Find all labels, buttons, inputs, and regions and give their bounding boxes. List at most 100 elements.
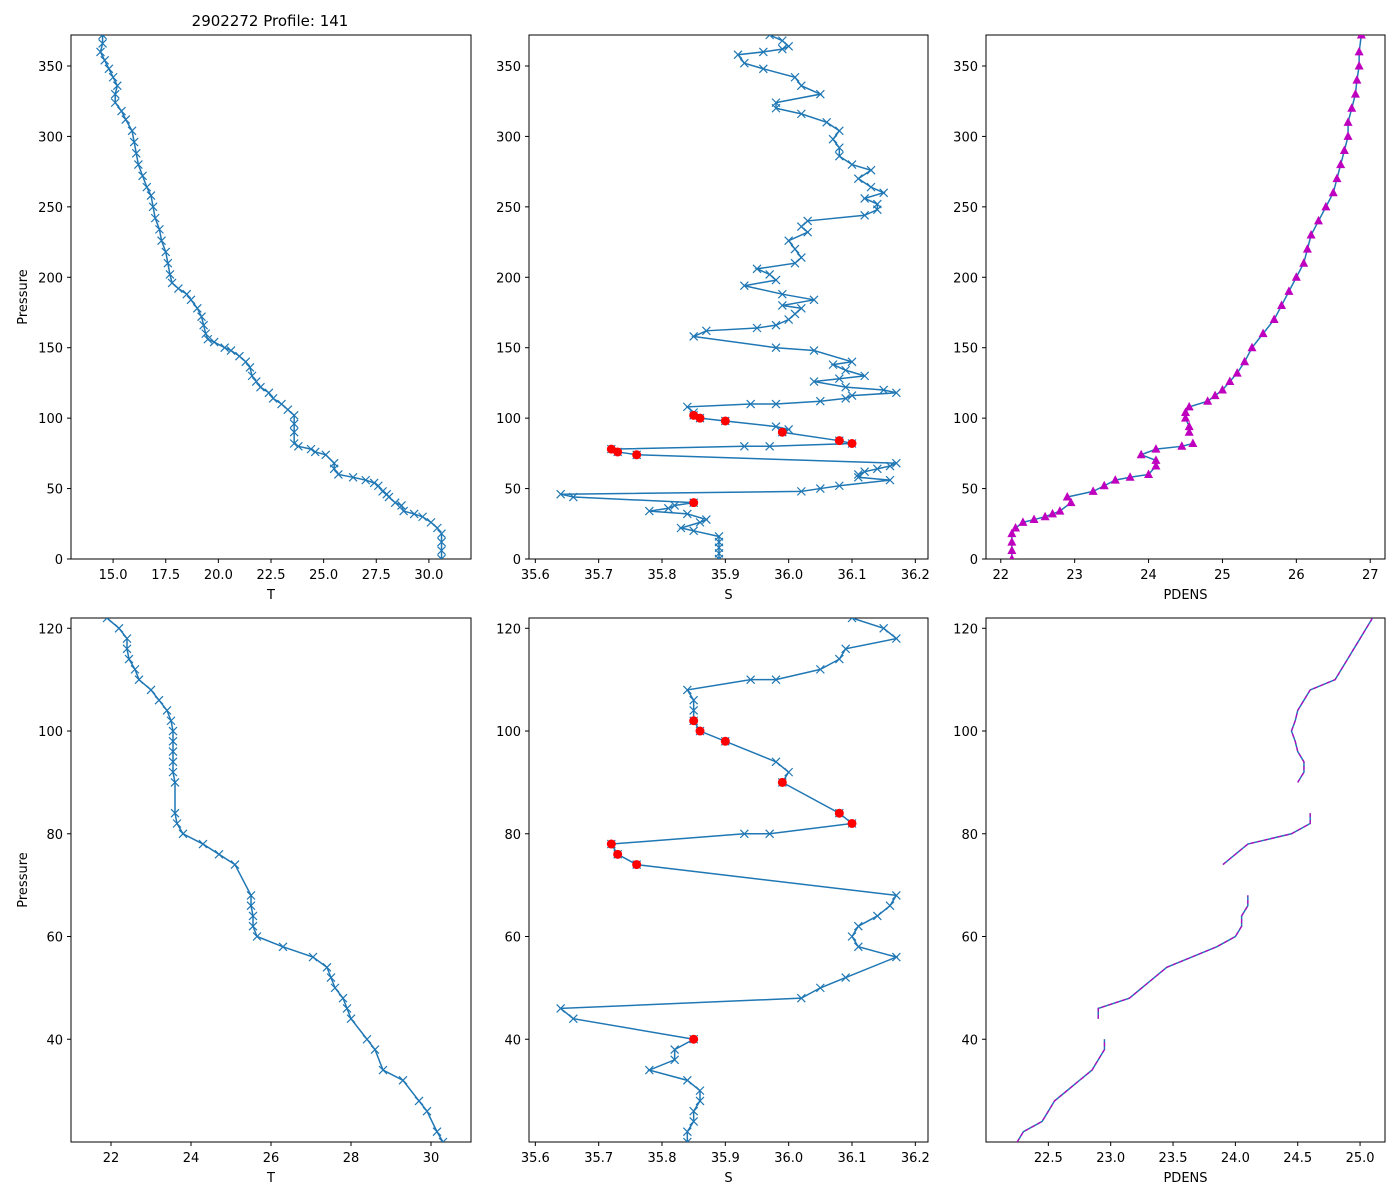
x-tick-label: 36.2 (901, 1151, 930, 1166)
y-tick-label: 50 (961, 483, 978, 498)
x-axis-label: T (266, 588, 275, 603)
data-point (1306, 230, 1316, 239)
plot-area (556, 618, 901, 1142)
data-point (199, 320, 209, 330)
y-tick-label: 100 (953, 725, 978, 740)
data-point (777, 36, 787, 46)
data-point (102, 618, 112, 623)
y-tick-label: 150 (953, 342, 978, 357)
data-point (771, 320, 781, 330)
y-tick-label: 200 (953, 271, 978, 286)
flagged-point (689, 498, 699, 508)
data-point (758, 47, 768, 57)
data-point (112, 81, 122, 91)
data-point (278, 942, 288, 952)
data-point (1258, 328, 1268, 338)
y-axis-label: Pressure (16, 269, 31, 325)
x-tick-label: 20.0 (204, 568, 233, 583)
series-line (1067, 442, 1194, 498)
data-point (790, 72, 800, 82)
data-point (670, 1055, 680, 1065)
data-point (809, 377, 819, 386)
data-point (1048, 508, 1057, 518)
data-point (853, 470, 863, 479)
data-point (1177, 441, 1187, 450)
data-point (1029, 514, 1039, 524)
data-point (815, 396, 825, 406)
flagged-point (689, 1034, 699, 1044)
series-line (558, 618, 899, 1142)
data-point (362, 1034, 372, 1044)
data-point (1040, 511, 1050, 521)
x-tick-label: 25.0 (309, 568, 338, 583)
data-point (891, 458, 901, 468)
data-point (1009, 554, 1015, 559)
data-point (1188, 438, 1198, 447)
panel-temperature-full: 15.0 17.5 20.0 22.5 25.0 27.5 30.0 0 50 100 150 200… (16, 34, 472, 603)
data-point (695, 1086, 705, 1096)
x-axis-label: PDENS (1163, 588, 1207, 603)
plot-area (96, 35, 446, 559)
data-point (689, 706, 699, 715)
data-point (121, 115, 131, 124)
data-point (1332, 173, 1342, 183)
data-point (172, 819, 182, 828)
panel-density-zoom: 22.5 23.0 23.5 24.0 24.5 25.0 40 60 80 100 120 PDEN… (953, 617, 1386, 1186)
y-tick-label: 0 (513, 553, 521, 568)
data-point (1350, 89, 1360, 98)
data-point (382, 489, 392, 499)
data-point (765, 829, 775, 839)
x-tick-label: 30.0 (414, 568, 443, 583)
data-point (186, 295, 196, 305)
data-point (682, 1075, 692, 1085)
data-point (1352, 75, 1362, 84)
data-point (891, 388, 901, 398)
x-tick-label: 27 (1362, 568, 1379, 583)
data-point (104, 64, 114, 74)
series-line (1016, 1039, 1106, 1142)
data-point (670, 501, 680, 510)
data-point (220, 343, 230, 353)
y-tick-label: 120 (496, 622, 521, 637)
data-point (96, 47, 105, 57)
data-point (1328, 187, 1338, 197)
data-point (192, 303, 202, 313)
data-point (122, 644, 132, 654)
data-point (1302, 244, 1312, 253)
series-line (560, 35, 897, 559)
data-point (166, 716, 176, 726)
flagged-point (834, 436, 844, 446)
data-point (847, 391, 857, 401)
data-point (758, 64, 768, 74)
data-point (1217, 384, 1227, 394)
data-point (422, 1106, 432, 1116)
data-point (203, 334, 213, 344)
flagged-point (689, 410, 699, 420)
y-tick-label: 40 (46, 1033, 63, 1048)
data-point (338, 993, 348, 1003)
y-tick-label: 200 (496, 271, 521, 286)
data-point (131, 148, 141, 158)
data-point (108, 72, 118, 82)
x-tick-label: 36.1 (838, 568, 867, 583)
data-point (168, 767, 178, 777)
data-point (670, 1045, 680, 1054)
series-line-overlay (1097, 895, 1249, 1019)
data-point (409, 509, 419, 519)
data-point (860, 193, 870, 203)
x-axis-label: PDENS (1163, 1171, 1207, 1186)
data-point (1269, 314, 1279, 324)
data-point (142, 182, 152, 192)
x-tick-label: 17.5 (151, 568, 180, 583)
y-tick-label: 50 (46, 483, 63, 498)
data-point (695, 1096, 705, 1106)
data-point (1356, 35, 1366, 39)
data-point (165, 270, 175, 279)
data-point (310, 447, 320, 457)
flagged-point (720, 736, 730, 746)
panel-density-full: 22 23 24 25 26 27 0 50 100 150 200 250 300 350 PDENS (953, 34, 1386, 603)
data-point (689, 1106, 699, 1116)
data-point (676, 523, 686, 533)
data-point (369, 478, 379, 488)
panel-salinity-zoom: 35.6 35.7 35.8 35.9 36.0 36.1 36.2 40 60 80 100 120… (496, 617, 930, 1186)
